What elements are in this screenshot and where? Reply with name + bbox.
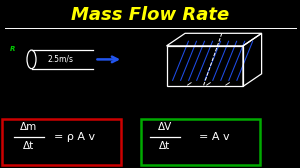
Text: Δm: Δm xyxy=(20,122,37,132)
Text: Δt: Δt xyxy=(159,141,171,151)
Text: R: R xyxy=(10,46,15,52)
Text: 2.5m/s: 2.5m/s xyxy=(47,55,73,64)
Text: = A v: = A v xyxy=(199,132,230,142)
Text: Mass Flow Rate: Mass Flow Rate xyxy=(71,6,229,24)
Text: ΔV: ΔV xyxy=(158,122,172,132)
Text: = ρ A v: = ρ A v xyxy=(54,132,96,142)
Text: Δt: Δt xyxy=(23,141,34,151)
